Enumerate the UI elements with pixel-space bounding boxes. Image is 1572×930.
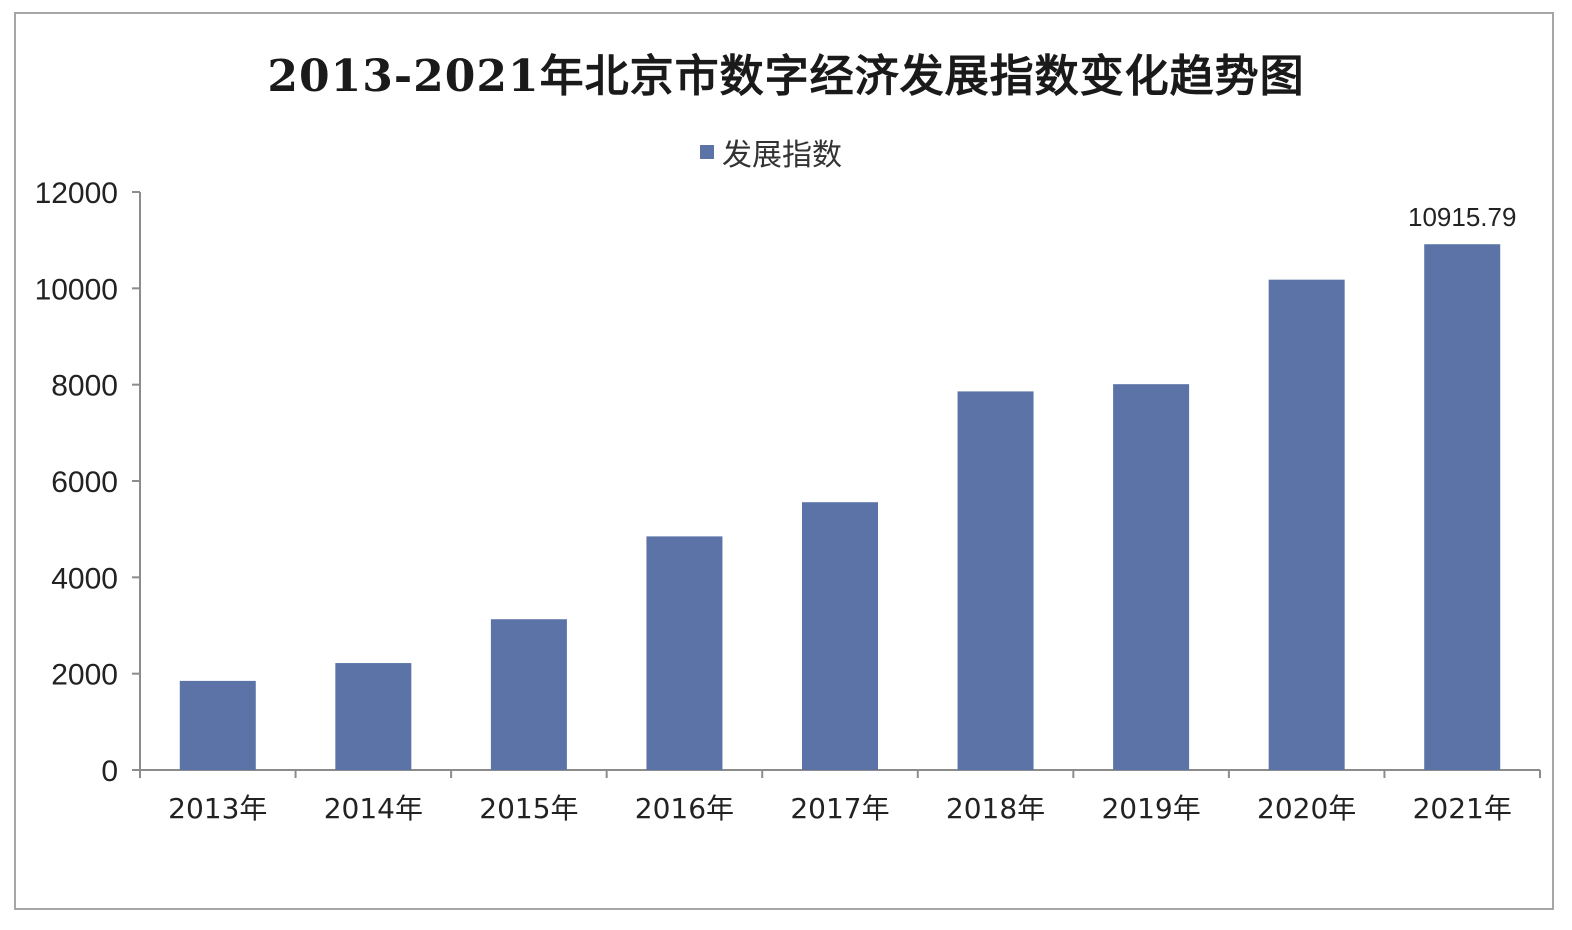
x-tick-label: 2021年	[1413, 792, 1512, 825]
y-tick-label: 6000	[51, 466, 118, 499]
bar	[1424, 244, 1501, 770]
y-tick-label: 10000	[35, 273, 118, 306]
data-label: 10915.79	[1408, 202, 1516, 232]
legend-label: 发展指数	[722, 138, 842, 173]
bar	[1268, 279, 1345, 770]
y-tick-label: 0	[101, 755, 118, 788]
x-tick-label: 2018年	[946, 792, 1045, 825]
legend: 发展指数	[700, 130, 842, 174]
bar	[490, 619, 567, 770]
x-tick-label: 2013年	[168, 792, 267, 825]
bar	[179, 680, 256, 770]
x-tick-label: 2017年	[790, 792, 889, 825]
x-tick-label: 2020年	[1257, 792, 1356, 825]
bar	[802, 502, 878, 770]
y-tick-label: 4000	[51, 562, 118, 595]
x-tick-label: 2015年	[479, 792, 578, 825]
x-tick-label: 2019年	[1101, 792, 1200, 825]
x-tick-label: 2014年	[324, 792, 423, 825]
legend-swatch	[700, 145, 714, 159]
y-tick-label: 8000	[51, 370, 118, 403]
bar	[957, 391, 1034, 770]
x-tick-label: 2016年	[635, 792, 734, 825]
bar	[646, 536, 723, 770]
y-tick-label: 12000	[35, 177, 118, 210]
bar	[335, 663, 412, 770]
bar	[1113, 384, 1190, 770]
chart-title: 2013-2021年北京市数字经济发展指数变化趋势图	[267, 51, 1305, 102]
y-tick-label: 2000	[51, 659, 118, 692]
